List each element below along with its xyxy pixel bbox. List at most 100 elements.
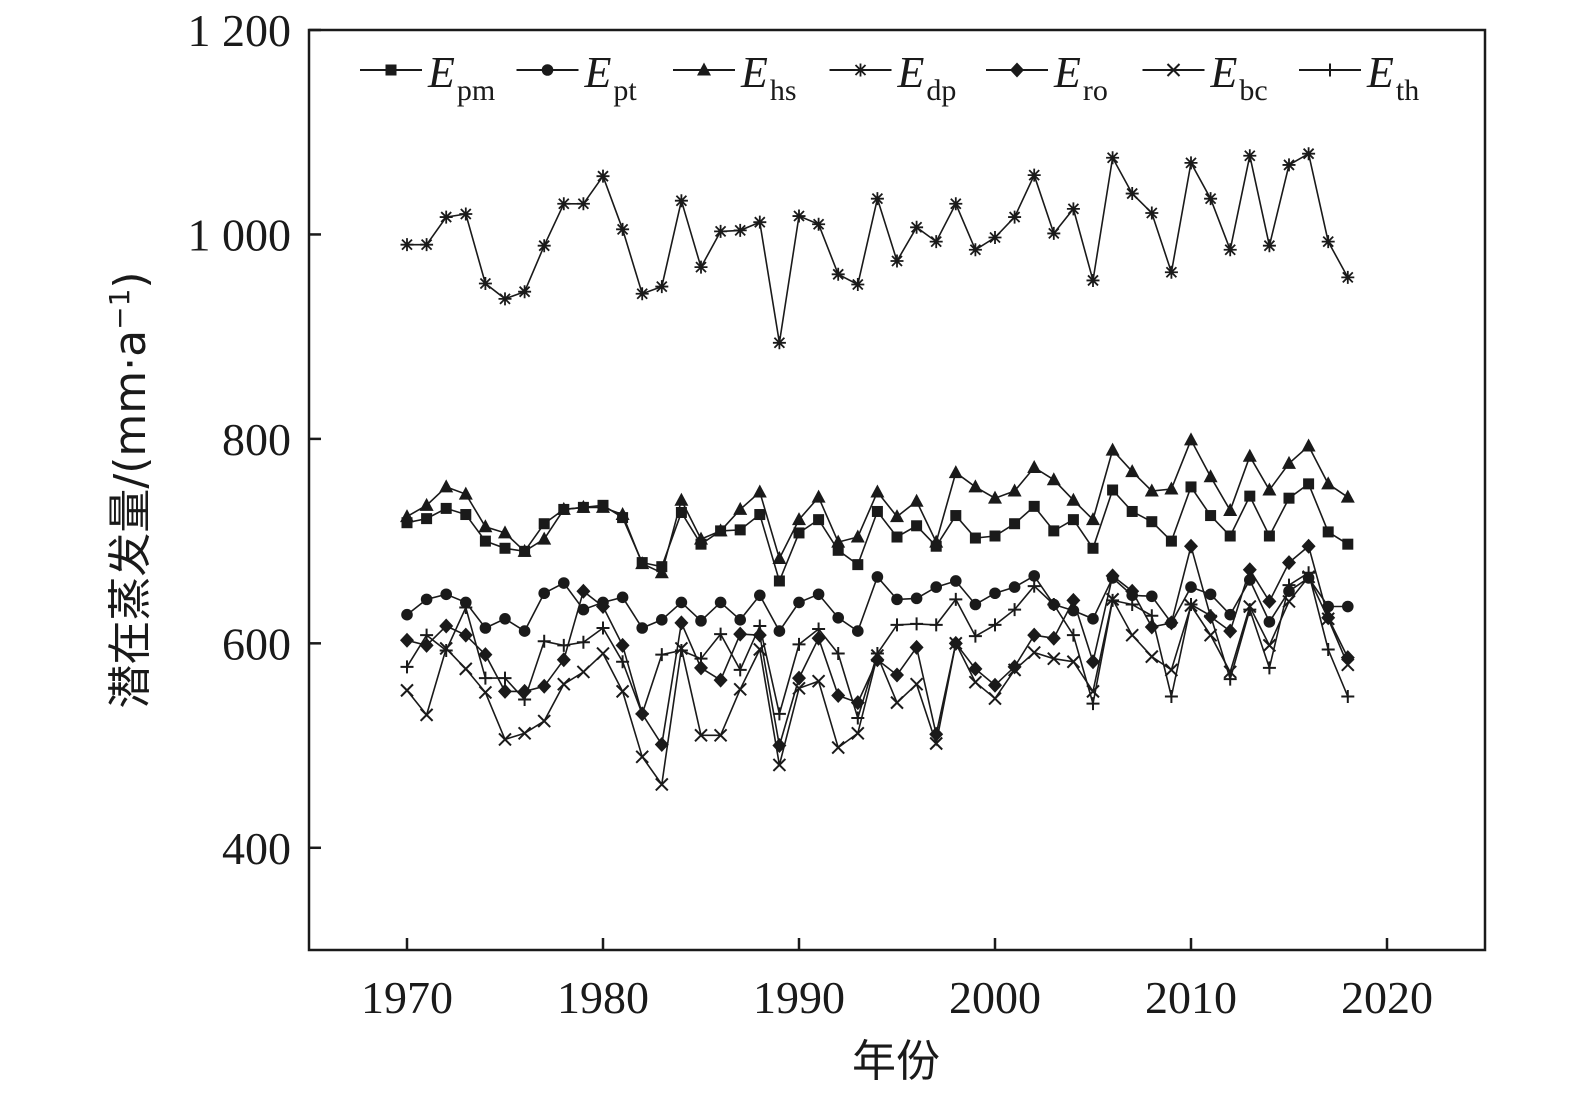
x-tick-label: 1990 — [753, 972, 845, 1023]
data-point-e-dp — [1027, 168, 1041, 182]
series-e-bc — [400, 570, 1355, 792]
data-point-e-th — [772, 707, 786, 721]
data-point-e-pm — [1303, 478, 1315, 490]
data-point-e-hs — [1340, 489, 1355, 503]
data-point-e-dp — [851, 278, 865, 292]
data-point-e-th — [459, 601, 473, 615]
data-point-e-bc — [498, 732, 512, 747]
data-point-e-th — [1184, 597, 1198, 611]
data-point-e-pm — [1067, 514, 1079, 526]
data-point-e-hs — [537, 531, 552, 545]
data-point-e-pt — [773, 625, 786, 637]
legend-label: Ehs — [740, 48, 797, 107]
data-point-e-th — [557, 638, 571, 652]
legend-item-e-bc: Ebc — [1142, 48, 1268, 107]
data-point-e-dp — [929, 235, 943, 249]
data-point-e-th — [635, 707, 649, 721]
data-point-e-dp — [1066, 202, 1080, 216]
data-point-e-ro — [713, 672, 728, 688]
legend-marker — [541, 64, 554, 76]
legend-item-e-th: Eth — [1299, 48, 1419, 107]
data-point-e-dp — [831, 267, 845, 281]
data-point-e-pm — [911, 520, 923, 532]
data-point-e-ro — [400, 632, 414, 648]
data-point-e-ro — [1007, 659, 1022, 675]
data-point-e-dp — [596, 169, 610, 183]
data-point-e-th — [1262, 661, 1276, 675]
data-point-e-hs — [517, 543, 532, 557]
data-point-e-th — [890, 618, 904, 632]
data-point-e-ro — [1086, 654, 1100, 670]
data-point-e-bc — [929, 736, 943, 751]
data-point-e-pt — [420, 593, 433, 606]
data-point-e-dp — [1164, 265, 1178, 279]
data-point-e-pm — [1224, 530, 1236, 542]
data-point-e-pm — [1087, 542, 1099, 554]
data-point-e-bc — [713, 728, 728, 743]
data-point-e-bc — [1027, 645, 1041, 660]
legend-marker — [1010, 62, 1024, 78]
data-point-e-dp — [1008, 210, 1022, 224]
data-point-e-th — [1204, 609, 1218, 623]
data-point-e-pt — [675, 596, 688, 609]
y-tick-label: 400 — [222, 823, 291, 874]
data-point-e-bc — [615, 684, 630, 699]
y-tick-label: 1 000 — [188, 209, 292, 260]
data-point-e-hs — [1203, 469, 1218, 483]
data-point-e-ro — [1282, 555, 1296, 571]
data-point-e-hs — [596, 499, 610, 513]
data-point-e-hs — [635, 556, 650, 570]
y-tick-label: 1 200 — [188, 5, 292, 56]
data-point-e-hs — [400, 509, 414, 523]
data-point-e-dp — [1282, 158, 1296, 172]
legend-item-e-dp: Edp — [829, 48, 956, 107]
data-point-e-th — [792, 637, 806, 651]
x-axis-title: 年份 — [852, 1036, 940, 1087]
data-point-e-pt — [793, 596, 805, 609]
data-point-e-dp — [1341, 270, 1355, 284]
data-point-e-hs — [850, 529, 865, 543]
data-point-e-dp — [753, 215, 767, 229]
data-point-e-hs — [694, 531, 708, 545]
data-point-e-hs — [1007, 483, 1022, 497]
data-point-e-pt — [1263, 616, 1276, 628]
data-point-e-bc — [909, 677, 924, 691]
data-point-e-dp — [635, 287, 649, 301]
data-point-e-ro — [596, 599, 610, 615]
data-point-e-ro — [1242, 562, 1257, 578]
data-point-e-ro — [1066, 592, 1081, 608]
data-point-e-bc — [694, 728, 708, 743]
data-point-e-dp — [1184, 156, 1198, 170]
data-point-e-hs — [478, 519, 493, 533]
data-point-e-hs — [556, 501, 571, 515]
data-point-e-dp — [812, 217, 826, 231]
data-point-e-th — [1164, 689, 1178, 703]
series-e-th — [400, 566, 1355, 725]
data-point-e-pt — [518, 625, 531, 637]
data-point-e-pm — [479, 535, 491, 547]
data-point-e-pt — [1028, 570, 1040, 582]
data-point-e-pt — [499, 613, 511, 625]
data-point-e-bc — [635, 750, 649, 764]
legend-marker — [854, 63, 867, 77]
data-point-e-th — [812, 622, 826, 636]
data-point-e-dp — [1106, 151, 1120, 165]
data-point-e-bc — [792, 681, 806, 696]
data-point-e-bc — [811, 674, 826, 688]
data-point-e-bc — [478, 685, 493, 700]
x-tick-label: 1980 — [557, 972, 649, 1023]
data-point-e-th — [929, 618, 943, 632]
x-tick-label: 2020 — [1341, 972, 1433, 1023]
data-point-e-th — [753, 619, 767, 633]
data-point-e-dp — [1243, 149, 1257, 163]
data-point-e-pm — [1263, 530, 1275, 542]
data-point-e-th — [1027, 579, 1041, 593]
data-point-e-pm — [1283, 492, 1295, 504]
data-point-e-bc — [1341, 658, 1355, 672]
data-point-e-dp — [1145, 206, 1159, 220]
data-point-e-pm — [852, 559, 864, 571]
data-point-e-hs — [752, 484, 767, 498]
legend-item-e-pt: Ept — [516, 48, 637, 107]
data-point-e-ro — [1184, 538, 1198, 554]
data-point-e-hs — [1321, 476, 1336, 490]
